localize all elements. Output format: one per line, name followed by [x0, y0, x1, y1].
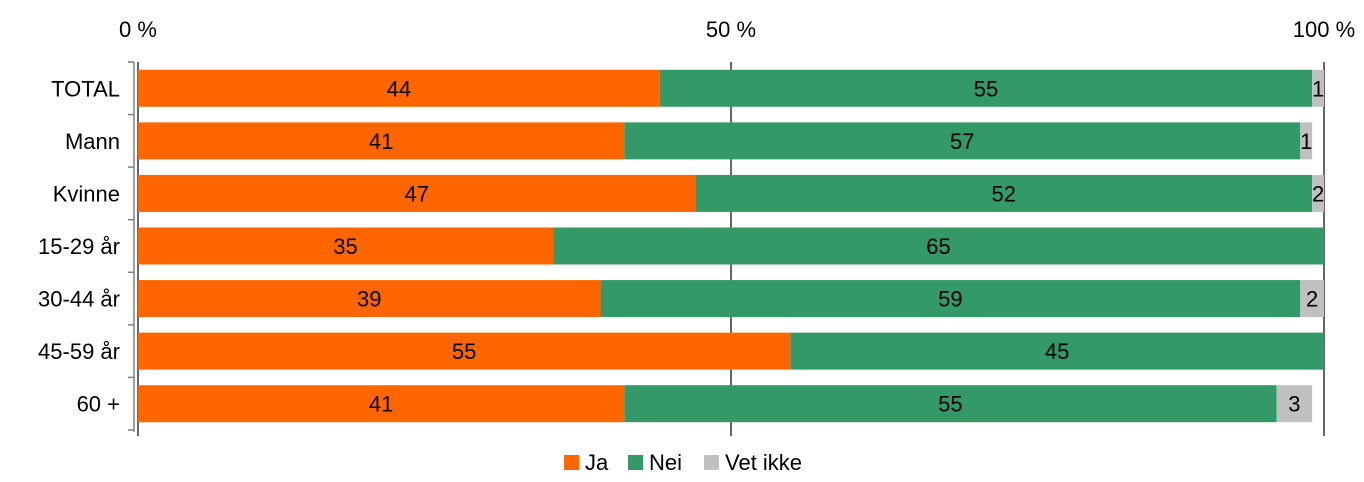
category-label: Kvinne	[53, 181, 120, 206]
bar-nei	[553, 227, 1324, 265]
legend-label: Ja	[585, 450, 609, 475]
data-label: 1	[1300, 129, 1312, 154]
data-label: 47	[404, 181, 428, 206]
data-label: 41	[369, 129, 393, 154]
data-label: 55	[938, 392, 962, 417]
bar-vet-ikke	[1300, 122, 1313, 160]
bars	[138, 69, 1324, 423]
data-label: 41	[369, 392, 393, 417]
legend-swatch-vet-ikke	[704, 455, 719, 470]
x-tick-label: 0 %	[119, 17, 157, 42]
x-tick-label: 100 %	[1293, 17, 1355, 42]
bar-nei	[600, 280, 1301, 318]
data-label: 45	[1045, 339, 1069, 364]
bar-ja	[138, 69, 660, 107]
data-label: 3	[1288, 392, 1300, 417]
bar-vet-ikke	[1312, 69, 1324, 107]
data-label: 2	[1306, 287, 1318, 312]
data-label: 35	[333, 234, 357, 259]
legend-swatch-ja	[564, 455, 579, 470]
legend-label: Nei	[649, 450, 682, 475]
data-label: 59	[938, 287, 962, 312]
data-label: 39	[357, 287, 381, 312]
bar-ja	[138, 227, 554, 265]
data-label: 44	[387, 76, 411, 101]
bar-vet-ikke	[1276, 385, 1313, 423]
data-label: 2	[1312, 181, 1324, 206]
category-label: TOTAL	[51, 76, 120, 101]
bar-ja	[138, 280, 601, 318]
bar-nei	[695, 174, 1313, 212]
data-label: 1	[1312, 76, 1324, 101]
bar-nei	[624, 122, 1301, 160]
bar-nei	[790, 332, 1324, 370]
bar-ja	[138, 385, 625, 423]
data-label: 57	[950, 129, 974, 154]
category-label: Mann	[65, 129, 120, 154]
data-label: 55	[452, 339, 476, 364]
bar-ja	[138, 174, 696, 212]
bar-nei	[659, 69, 1313, 107]
data-label: 55	[974, 76, 998, 101]
bar-ja	[138, 332, 791, 370]
x-tick-labels: 0 % 50 % 100 %	[119, 17, 1355, 42]
category-label: 45-59 år	[38, 339, 120, 364]
axis	[128, 61, 135, 432]
legend-swatch-nei	[628, 455, 643, 470]
data-labels: 44 55 1 41 57 1 47 52 2 35 65 39 59 2 55 45 41 55 3	[333, 76, 1324, 416]
x-tick-label: 50 %	[706, 17, 756, 42]
category-label: 30-44 år	[38, 287, 120, 312]
category-label: 15-29 år	[38, 234, 120, 259]
data-label: 65	[926, 234, 950, 259]
bar-vet-ikke	[1300, 280, 1324, 318]
category-labels: TOTAL Mann Kvinne 15-29 år 30-44 år 45-59 år 6…	[38, 76, 120, 416]
legend: Ja Nei Vet ikke	[564, 450, 802, 475]
bar-ja	[138, 122, 625, 160]
bar-vet-ikke	[1312, 174, 1324, 212]
data-label: 52	[992, 181, 1016, 206]
bar-nei	[624, 385, 1277, 423]
legend-label: Vet ikke	[725, 450, 802, 475]
category-label: 60 +	[77, 392, 120, 417]
